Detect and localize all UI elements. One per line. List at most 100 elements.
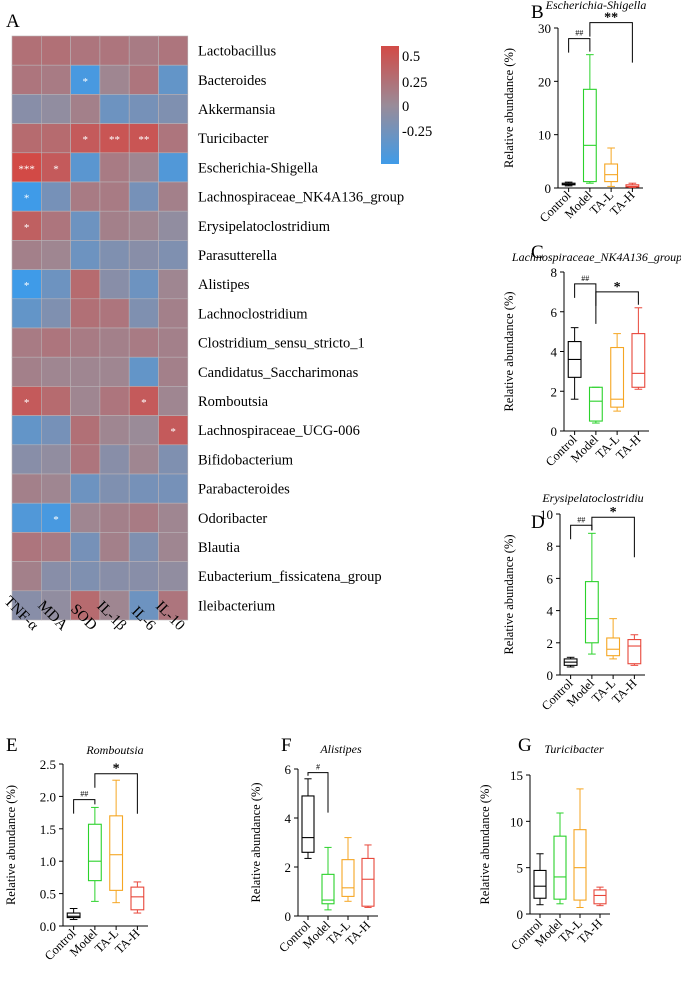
box bbox=[606, 637, 621, 657]
significance-mark: * bbox=[24, 280, 30, 292]
heatmap-row-label: Escherichia-Shigella bbox=[198, 160, 319, 176]
heatmap-cell bbox=[128, 590, 159, 621]
heatmap-row-label: Bifidobacterium bbox=[198, 452, 294, 468]
heatmap-cell bbox=[70, 386, 101, 416]
heatmap-cell bbox=[40, 532, 71, 562]
y-axis-label: Relative abundance (%) bbox=[502, 48, 516, 168]
heatmap-cell bbox=[99, 473, 130, 504]
heatmap-row-labels: Lactobacillus Bacteroides Akkermansia Turic… bbox=[198, 44, 404, 615]
significance-mark: * bbox=[83, 76, 89, 88]
heatmap-cell bbox=[128, 298, 159, 329]
heatmap-cell bbox=[70, 94, 101, 124]
heatmap-cell bbox=[158, 152, 189, 183]
boxplot-b: B Escherichia-Shigella Relative abundance … bbox=[502, 0, 646, 225]
box bbox=[109, 815, 124, 891]
box bbox=[627, 639, 642, 665]
heatmap-cell bbox=[11, 210, 42, 241]
heatmap-row-label: Lachnospiraceae_UCG-006 bbox=[198, 423, 360, 439]
colorbar-tick-label: -0.25 bbox=[402, 124, 432, 140]
significance-label: * bbox=[610, 505, 617, 520]
heatmap-cell bbox=[128, 532, 159, 562]
heatmap-cell bbox=[99, 123, 130, 154]
significance-mark: * bbox=[141, 397, 147, 409]
heatmap-cell bbox=[158, 298, 189, 329]
heatmap-row-label: Parabacteroides bbox=[198, 482, 290, 498]
y-tick-label: 10 bbox=[538, 128, 551, 143]
significance-bracket bbox=[591, 516, 635, 558]
significance-bracket bbox=[307, 772, 329, 813]
colorbar-tick-label: 0 bbox=[402, 99, 409, 115]
significance-bracket bbox=[73, 799, 96, 814]
significance-mark: ** bbox=[138, 134, 149, 146]
heatmap-cell bbox=[70, 532, 101, 562]
y-tick-label: 6 bbox=[547, 571, 554, 586]
boxplot-d: D Erysipelatoclostridiu Relative abundance… bbox=[502, 491, 645, 713]
heatmap-cell bbox=[70, 240, 101, 270]
significance-label: ## bbox=[80, 790, 88, 799]
panel-letter-a: A bbox=[6, 11, 20, 32]
box bbox=[321, 873, 335, 905]
y-axis-label: Relative abundance (%) bbox=[4, 785, 18, 905]
heatmap-cell bbox=[70, 444, 101, 475]
heatmap-cell bbox=[99, 64, 130, 95]
heatmap-cell bbox=[40, 444, 71, 475]
y-axis-label: Relative abundance (%) bbox=[502, 534, 516, 654]
heatmap-panel: A ** ** ***** ***** *** LactobacillusBactero… bbox=[1, 11, 433, 634]
y-tick-label: 6 bbox=[551, 305, 558, 320]
heatmap-row-label: Eubacterium_fissicatena_group bbox=[198, 569, 382, 585]
heatmap-cell bbox=[128, 473, 159, 504]
y-tick-label: 2.0 bbox=[40, 789, 56, 804]
y-tick-label: 0 bbox=[551, 424, 558, 439]
heatmap-cell bbox=[70, 35, 101, 66]
heatmap-cell bbox=[70, 415, 101, 446]
heatmap-row-label: Romboutsia bbox=[198, 394, 269, 410]
heatmap-cell bbox=[99, 152, 130, 183]
boxplot-e: E Romboutsia Relative abundance (%) 0.0 0.5 1… bbox=[4, 735, 148, 963]
box bbox=[631, 333, 646, 388]
box bbox=[584, 581, 599, 644]
significance-mark: * bbox=[83, 134, 89, 146]
heatmap-cell bbox=[40, 123, 71, 154]
heatmap-row-label: Erysipelatoclostridium bbox=[198, 219, 331, 235]
heatmap-row-label: Parasutterella bbox=[198, 248, 277, 264]
heatmap-cell bbox=[11, 502, 42, 533]
heatmap-cell bbox=[40, 298, 71, 329]
heatmap-cell bbox=[11, 64, 42, 95]
heatmap-cell bbox=[128, 444, 159, 475]
heatmap-cell bbox=[40, 181, 71, 212]
y-tick-label: 5 bbox=[517, 861, 524, 876]
significance-mark: * bbox=[24, 397, 30, 409]
y-tick-label: 10 bbox=[510, 814, 523, 829]
heatmap-cell bbox=[99, 298, 130, 329]
chart-title: Turicibacter bbox=[544, 742, 604, 756]
significance-label: * bbox=[113, 762, 120, 777]
significance-label: # bbox=[316, 763, 320, 772]
y-tick-label: 1.5 bbox=[40, 822, 56, 837]
heatmap-cell bbox=[158, 473, 189, 504]
significance-label: * bbox=[614, 280, 621, 295]
y-tick-label: 30 bbox=[538, 21, 551, 36]
y-axis-label: Relative abundance (%) bbox=[249, 782, 263, 902]
heatmap-cell bbox=[99, 386, 130, 416]
significance-label: ## bbox=[577, 515, 585, 524]
heatmap-cell bbox=[11, 123, 42, 154]
heatmap-cell bbox=[70, 327, 101, 358]
y-tick-label: 0.5 bbox=[40, 887, 56, 902]
colorbar: 0.5 0.25 0 -0.25 bbox=[381, 46, 432, 164]
box bbox=[604, 163, 619, 183]
box bbox=[582, 88, 597, 183]
y-tick-label: 10 bbox=[540, 507, 553, 522]
y-tick-label: 2 bbox=[551, 384, 558, 399]
heatmap-cell bbox=[158, 240, 189, 270]
heatmap-cell bbox=[70, 269, 101, 300]
heatmap-cell bbox=[158, 561, 189, 592]
heatmap-cell bbox=[158, 415, 189, 446]
heatmap-cell bbox=[99, 181, 130, 212]
colorbar-ticks: 0.5 0.25 0 -0.25 bbox=[402, 49, 432, 140]
heatmap-cell bbox=[11, 94, 42, 124]
boxplot-g: G Turicibacter Relative abundance (%) 0 5 10 1… bbox=[478, 735, 610, 953]
significance-mark: ** bbox=[109, 134, 120, 146]
